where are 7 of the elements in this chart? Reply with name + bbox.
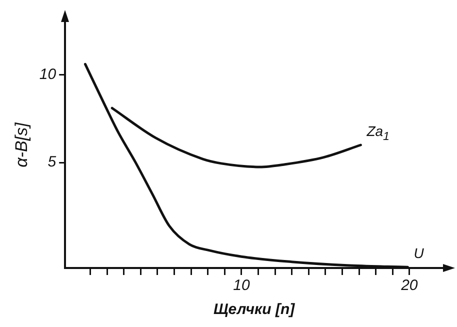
line-series [110, 106, 362, 168]
y-axis-title: α-B[s] [12, 121, 31, 168]
series-label: Za$_{1}$ [366, 123, 390, 143]
series-label: U [414, 245, 424, 262]
x-tick-label: 20 [400, 277, 418, 294]
y-tick-label: 5 [48, 154, 57, 171]
x-axis-title: Щелчки [n] [213, 301, 296, 318]
